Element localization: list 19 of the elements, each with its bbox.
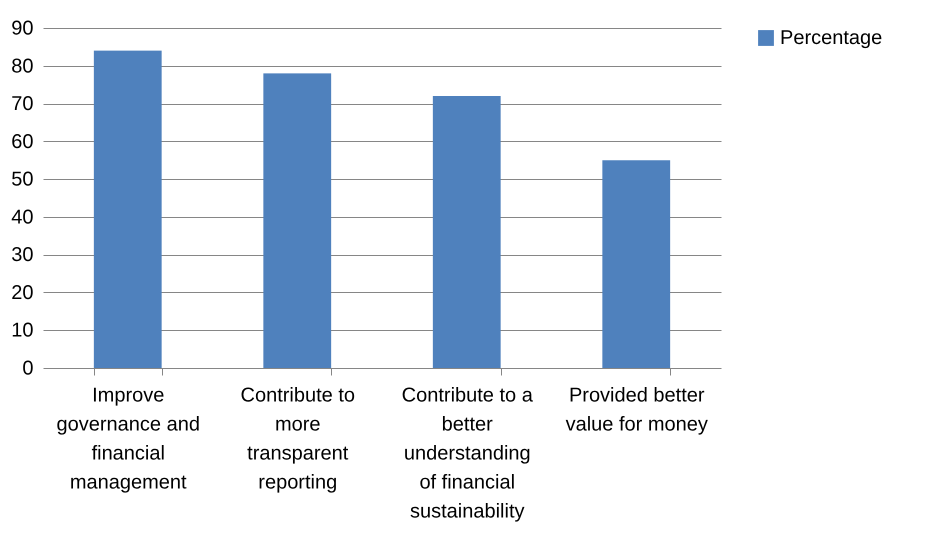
bar <box>94 50 162 368</box>
legend-label: Percentage <box>780 27 882 49</box>
x-tick-label: Contribute to a better understanding of financial sustainability <box>402 384 534 522</box>
y-tick-label: 20 <box>11 282 34 304</box>
y-tick-label: 40 <box>11 206 34 228</box>
bar <box>263 73 332 368</box>
y-tick-label: 70 <box>11 93 34 116</box>
x-tick-label: Contribute to more transparent reporting <box>240 384 356 494</box>
x-tick-label: Provided better value for money <box>566 384 708 436</box>
y-tick-label: 10 <box>11 320 34 342</box>
y-tick-label: 60 <box>11 130 34 153</box>
x-tick-label: Improve governance and financial management <box>56 384 200 494</box>
y-tick-label: 90 <box>11 18 34 40</box>
y-tick-label: 30 <box>11 244 34 266</box>
y-tick-label: 50 <box>11 168 34 191</box>
y-tick-label: 80 <box>11 55 34 78</box>
y-tick-label: 0 <box>22 358 34 380</box>
bar <box>602 160 670 368</box>
bar <box>432 96 501 368</box>
